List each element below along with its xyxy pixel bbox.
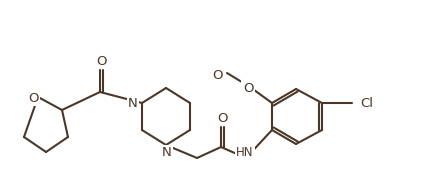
Text: O: O [243, 82, 253, 95]
Text: N: N [128, 96, 138, 109]
Text: Cl: Cl [360, 96, 373, 109]
Text: N: N [162, 146, 172, 159]
Text: O: O [212, 69, 222, 82]
Text: O: O [217, 112, 227, 125]
Text: O: O [96, 54, 106, 67]
Text: HN: HN [236, 146, 254, 159]
Text: O: O [28, 91, 38, 104]
